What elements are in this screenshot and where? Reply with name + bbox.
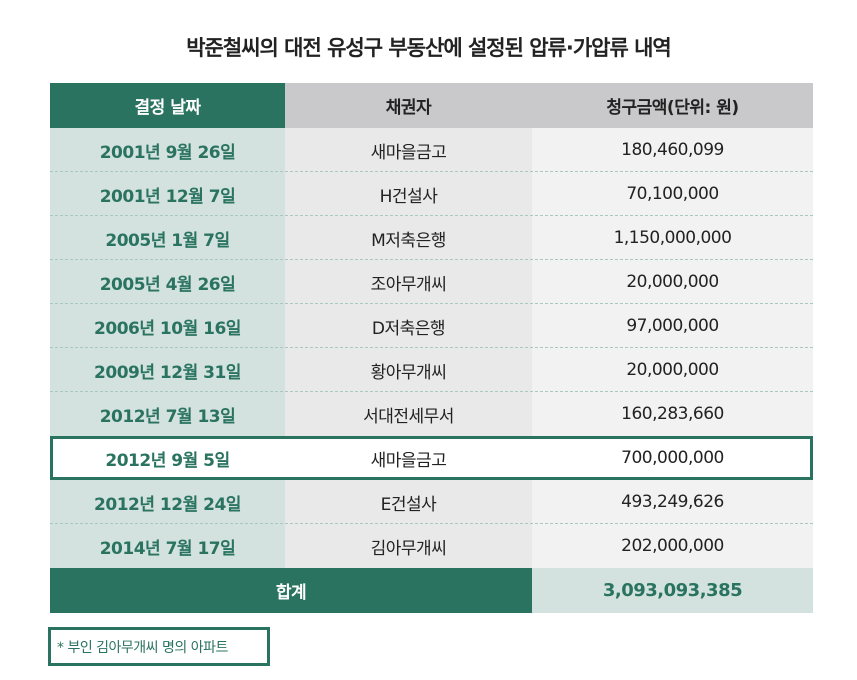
row-creditor: 조아무개씨: [285, 260, 532, 304]
table-row: 2006년 10월 16일 D저축은행 97,000,000: [50, 304, 813, 348]
row-creditor: 김아무개씨: [285, 524, 532, 568]
total-row: 합계 3,093,093,385: [50, 568, 813, 613]
table-row: 2005년 4월 26일 조아무개씨 20,000,000: [50, 260, 813, 304]
header-date: 결정 날짜: [50, 83, 285, 128]
row-amount: 70,100,000: [532, 172, 813, 216]
total-amount: 3,093,093,385: [532, 568, 813, 613]
row-date: 2009년 12월 31일: [50, 348, 285, 392]
row-amount: 160,283,660: [532, 392, 813, 436]
table-row: 2012년 12월 24일 E건설사 493,249,626: [50, 480, 813, 524]
header-creditor: 채권자: [285, 83, 532, 128]
table-row: 2009년 12월 31일 황아무개씨 20,000,000: [50, 348, 813, 392]
row-creditor: 서대전세무서: [285, 392, 532, 436]
row-amount: 20,000,000: [532, 348, 813, 392]
row-amount: 202,000,000: [532, 524, 813, 568]
row-date: 2005년 1월 7일: [50, 216, 285, 260]
row-date: 2001년 12월 7일: [50, 172, 285, 216]
row-date: 2006년 10월 16일: [50, 304, 285, 348]
row-creditor: D저축은행: [285, 304, 532, 348]
row-amount: 20,000,000: [532, 260, 813, 304]
table-row: 2014년 7월 17일 김아무개씨 202,000,000: [50, 524, 813, 568]
row-creditor: M저축은행: [285, 216, 532, 260]
row-amount: 97,000,000: [532, 304, 813, 348]
row-creditor: 새마을금고: [285, 128, 532, 172]
table-row: 2012년 7월 13일 서대전세무서 160,283,660: [50, 392, 813, 436]
row-date: 2014년 7월 17일: [50, 524, 285, 568]
row-amount: 700,000,000: [532, 436, 813, 480]
table-row: 2012년 9월 5일 새마을금고 700,000,000: [50, 436, 813, 480]
header-amount: 청구금액(단위: 원): [532, 83, 813, 128]
page-title: 박준철씨의 대전 유성구 부동산에 설정된 압류·가압류 내역: [186, 36, 672, 60]
row-amount: 180,460,099: [532, 128, 813, 172]
seizure-table: 결정 날짜 채권자 청구금액(단위: 원) 2001년 9월 26일 새마을금고 1…: [50, 83, 813, 613]
table-row: 2005년 1월 7일 M저축은행 1,150,000,000: [50, 216, 813, 260]
table-row: 2001년 9월 26일 새마을금고 180,460,099: [50, 128, 813, 172]
table-header: 결정 날짜 채권자 청구금액(단위: 원): [50, 83, 813, 128]
row-date: 2012년 7월 13일: [50, 392, 285, 436]
row-creditor: E건설사: [285, 480, 532, 524]
row-creditor: H건설사: [285, 172, 532, 216]
row-amount: 493,249,626: [532, 480, 813, 524]
row-date: 2001년 9월 26일: [50, 128, 285, 172]
row-creditor: 새마을금고: [285, 436, 532, 480]
footnote: * 부인 김아무개씨 명의 아파트: [48, 627, 270, 666]
table-row: 2001년 12월 7일 H건설사 70,100,000: [50, 172, 813, 216]
row-creditor: 황아무개씨: [285, 348, 532, 392]
row-date: 2012년 9월 5일: [50, 436, 285, 480]
row-date: 2012년 12월 24일: [50, 480, 285, 524]
row-date: 2005년 4월 26일: [50, 260, 285, 304]
row-amount: 1,150,000,000: [532, 216, 813, 260]
total-label: 합계: [50, 568, 532, 613]
